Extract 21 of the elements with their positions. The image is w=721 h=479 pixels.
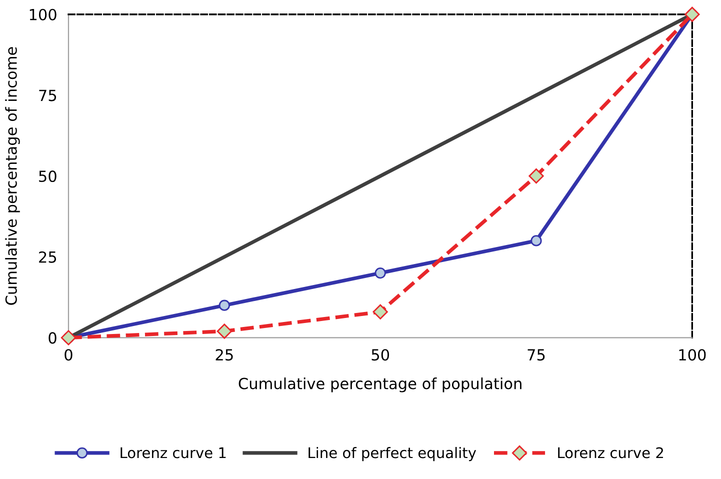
y-axis-title: Cumulative percentage of income: [5, 47, 20, 305]
y-tick-label: 25: [39, 251, 56, 263]
legend-label: Lorenz curve 1: [120, 447, 226, 458]
point: [528, 168, 544, 184]
x-tick-label: 25: [216, 349, 233, 361]
point: [530, 235, 542, 246]
legend-label: Line of perfect equality: [308, 446, 476, 462]
point: [216, 324, 232, 339]
x-tick-label: 0: [64, 349, 72, 361]
y-tick-label: 0: [48, 332, 56, 344]
legend-label: Lorenz curve 2: [558, 447, 663, 458]
point: [372, 304, 388, 320]
x-axis-title: Cumulative percentage of population: [238, 377, 522, 392]
x-tick-label: 100: [679, 349, 706, 361]
point: [218, 300, 230, 311]
y-tick-label: 50: [39, 170, 56, 182]
y-tick-label: 100: [30, 8, 56, 20]
y-tick-label: 75: [39, 90, 56, 102]
x-tick-label: 75: [528, 349, 545, 361]
point: [374, 267, 386, 279]
x-tick-label: 50: [372, 349, 390, 361]
